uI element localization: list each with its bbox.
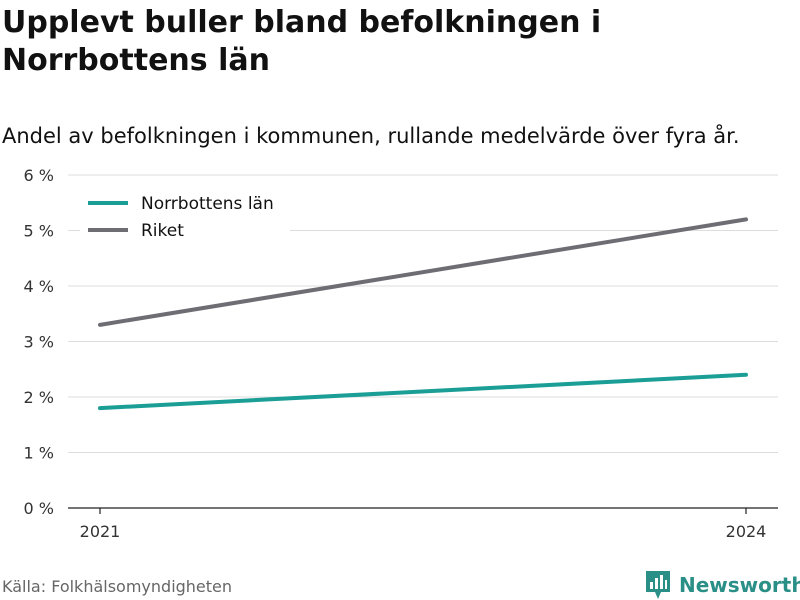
- y-tick-label: 3 %: [24, 333, 54, 352]
- brand-logo: Newsworthy: [645, 570, 800, 600]
- x-tick-label: 2024: [726, 522, 767, 541]
- chart-title: Upplevt buller bland befolkningen i Norr…: [2, 5, 602, 78]
- y-tick-label: 4 %: [24, 277, 54, 296]
- y-tick-label: 0 %: [24, 499, 54, 518]
- series-line: [98, 217, 748, 327]
- x-tick-label: 2021: [80, 522, 121, 541]
- y-tick-label: 5 %: [24, 222, 54, 241]
- legend-background: [80, 187, 290, 243]
- legend-label: Riket: [141, 221, 184, 241]
- source-note: Källa: Folkhälsomyndigheten: [2, 577, 233, 596]
- legend-label: Norrbottens län: [141, 194, 274, 214]
- y-tick-label: 2 %: [24, 388, 54, 407]
- brand-name: Newsworthy: [679, 573, 800, 597]
- y-tick-label: 6 %: [24, 166, 54, 185]
- chart-logo-icon: [646, 571, 670, 599]
- chart-subtitle: Andel av befolkningen i kommunen, rullan…: [2, 124, 740, 148]
- series-line: [98, 372, 748, 411]
- y-tick-label: 1 %: [24, 444, 54, 463]
